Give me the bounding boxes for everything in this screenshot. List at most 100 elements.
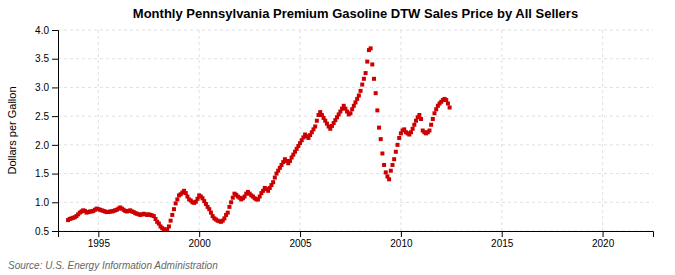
tick-mark bbox=[52, 231, 58, 232]
data-point bbox=[396, 143, 400, 147]
tick-mark bbox=[52, 59, 58, 60]
chart-container: 1995200020052010201520200.51.01.52.02.53… bbox=[0, 0, 675, 275]
y-axis-title: Dollars per Gallon bbox=[6, 86, 18, 174]
tick-mark bbox=[52, 174, 58, 175]
grid-line-x bbox=[501, 30, 502, 231]
data-point bbox=[172, 207, 176, 211]
tick: 1995 bbox=[88, 231, 111, 249]
tick-label: 1.5 bbox=[35, 168, 49, 179]
tick-label: 2020 bbox=[592, 238, 615, 249]
data-point bbox=[271, 180, 275, 184]
data-point bbox=[377, 126, 381, 130]
grid-line-y bbox=[58, 116, 653, 117]
data-point bbox=[226, 211, 230, 215]
tick-label: 2000 bbox=[189, 238, 212, 249]
data-point bbox=[355, 97, 359, 101]
grid-line-y bbox=[58, 30, 653, 31]
tick-mark bbox=[52, 87, 58, 88]
data-point bbox=[372, 77, 376, 81]
data-point bbox=[207, 207, 211, 211]
data-point bbox=[392, 157, 396, 161]
tick: 1.0 bbox=[35, 197, 58, 208]
data-point bbox=[167, 224, 171, 228]
grid-line-y bbox=[58, 58, 653, 59]
data-point bbox=[397, 136, 401, 140]
data-point bbox=[227, 205, 231, 209]
tick-label: 1.0 bbox=[35, 197, 49, 208]
data-point bbox=[354, 100, 358, 104]
tick-label: 2015 bbox=[491, 238, 514, 249]
data-point bbox=[348, 111, 352, 115]
data-point bbox=[174, 201, 178, 205]
tick-mark bbox=[199, 231, 200, 237]
y-axis: 0.5 1.0 1.5 2.0 2.5 3.0 3.5 4.0 bbox=[35, 25, 58, 237]
data-point bbox=[370, 62, 374, 66]
tick-mark bbox=[52, 30, 58, 31]
tick: 3.0 bbox=[35, 82, 58, 93]
tick: 2.5 bbox=[35, 111, 58, 122]
tick-label: 2010 bbox=[390, 238, 413, 249]
data-point bbox=[315, 119, 319, 123]
data-point bbox=[184, 191, 188, 195]
data-point bbox=[419, 117, 423, 121]
tick-mark bbox=[98, 231, 99, 237]
tick-mark bbox=[300, 231, 301, 237]
data-point bbox=[432, 111, 436, 115]
data-point bbox=[222, 216, 226, 220]
tick: 0.5 bbox=[35, 226, 58, 237]
grid-line-x bbox=[602, 30, 603, 231]
tick: 2020 bbox=[592, 231, 615, 249]
tick-label: 3.5 bbox=[35, 53, 49, 64]
grid-line-x bbox=[199, 30, 200, 231]
grid-line-x bbox=[300, 30, 301, 231]
data-point bbox=[427, 129, 431, 133]
tick-label: 4.0 bbox=[35, 25, 49, 36]
data-point bbox=[288, 159, 292, 163]
tick: 2015 bbox=[491, 231, 514, 249]
data-point bbox=[387, 177, 391, 181]
data-point bbox=[357, 93, 361, 97]
tick-mark bbox=[401, 231, 402, 237]
tick-label: 3.0 bbox=[35, 82, 49, 93]
tick-mark bbox=[52, 145, 58, 146]
tick: 3.5 bbox=[35, 53, 58, 64]
tick-label: 2.0 bbox=[35, 140, 49, 151]
grid-line-y bbox=[58, 87, 653, 88]
data-point bbox=[369, 46, 373, 50]
data-point bbox=[374, 91, 378, 95]
data-point bbox=[169, 219, 173, 223]
data-point bbox=[382, 163, 386, 167]
data-point bbox=[229, 200, 233, 204]
tick: 1.5 bbox=[35, 168, 58, 179]
data-point bbox=[209, 211, 213, 215]
axis-line bbox=[59, 232, 654, 238]
grid-line-y bbox=[58, 144, 653, 145]
annotation: Source: U.S. Energy Information Administ… bbox=[8, 260, 218, 271]
x-axis: 199520002005201020152020 bbox=[59, 231, 654, 249]
data-point bbox=[359, 89, 363, 93]
data-point bbox=[409, 130, 413, 134]
data-point bbox=[350, 107, 354, 111]
grid-line-y bbox=[58, 202, 653, 203]
data-point bbox=[365, 60, 369, 64]
data-point bbox=[414, 119, 418, 123]
grid bbox=[58, 30, 653, 231]
tick: 2010 bbox=[390, 231, 413, 249]
data-point bbox=[360, 83, 364, 87]
data-point bbox=[273, 176, 277, 180]
data-point bbox=[364, 71, 368, 75]
data-point bbox=[362, 77, 366, 81]
chart-svg: 1995200020052010201520200.51.01.52.02.53… bbox=[0, 0, 675, 275]
chart-title: Monthly Pennsylvania Premium Gasoline DT… bbox=[133, 6, 578, 21]
data-point bbox=[429, 123, 433, 127]
data-point bbox=[352, 104, 356, 108]
tick-mark bbox=[603, 231, 604, 237]
data-point bbox=[444, 98, 448, 102]
data-point bbox=[375, 108, 379, 112]
data-point bbox=[258, 195, 262, 199]
data-point bbox=[390, 163, 394, 167]
tick-label: 2.5 bbox=[35, 111, 49, 122]
data-point bbox=[448, 106, 452, 110]
data-point bbox=[417, 113, 421, 117]
tick-mark bbox=[52, 202, 58, 203]
